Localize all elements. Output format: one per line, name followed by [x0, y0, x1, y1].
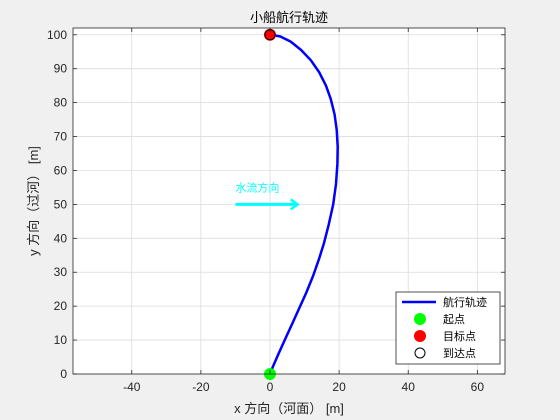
legend-label-arrival: 到达点 [443, 347, 476, 360]
y-tick-label: 20 [54, 299, 68, 313]
y-tick-label: 80 [54, 96, 68, 110]
x-tick-label: 60 [471, 380, 485, 394]
legend-label-start: 起点 [443, 313, 465, 326]
flow-arrow-head [289, 198, 300, 211]
y-tick-label: 70 [54, 130, 68, 144]
legend: 航行轨迹 起点 目标点 到达点 [395, 291, 501, 365]
y-tick-label: 0 [60, 367, 67, 381]
y-tick-label: 40 [54, 231, 68, 245]
flow-direction-label: 水流方向 [235, 180, 279, 194]
target-marker [263, 28, 276, 41]
y-tick-label: 90 [54, 62, 68, 76]
chart-title: 小船航行轨迹 [250, 10, 328, 25]
y-tick-label: 60 [54, 163, 68, 177]
flow-annotation: 水流方向 [235, 180, 300, 211]
x-tick-label: -40 [123, 380, 141, 394]
plot-box [72, 27, 506, 375]
y-tick-label: 100 [47, 28, 67, 42]
legend-label-target: 目标点 [443, 329, 476, 343]
x-tick-label: 0 [267, 380, 274, 394]
grid [73, 28, 505, 375]
ticks: -40 -20 0 20 40 60 0 10 20 30 40 50 60 70 80 90 100 [47, 28, 505, 394]
x-tick-label: 40 [402, 380, 416, 394]
y-tick-label: 30 [54, 265, 68, 279]
legend-label-trajectory: 航行轨迹 [443, 295, 487, 309]
x-tick-label: -20 [192, 380, 210, 394]
y-tick-label: 50 [54, 197, 68, 211]
y-tick-label: 10 [54, 333, 68, 347]
data-layer [263, 28, 339, 380]
legend-marker-target [414, 330, 426, 342]
x-axis-label: x 方向（河面） [m] [234, 401, 344, 416]
trajectory-line [268, 33, 339, 375]
legend-marker-start [414, 313, 426, 325]
y-axis-label: y 方向（过河） [m] [26, 146, 41, 256]
legend-box [395, 291, 501, 365]
legend-marker-arrival [414, 347, 426, 359]
x-tick-label: 20 [332, 380, 346, 394]
